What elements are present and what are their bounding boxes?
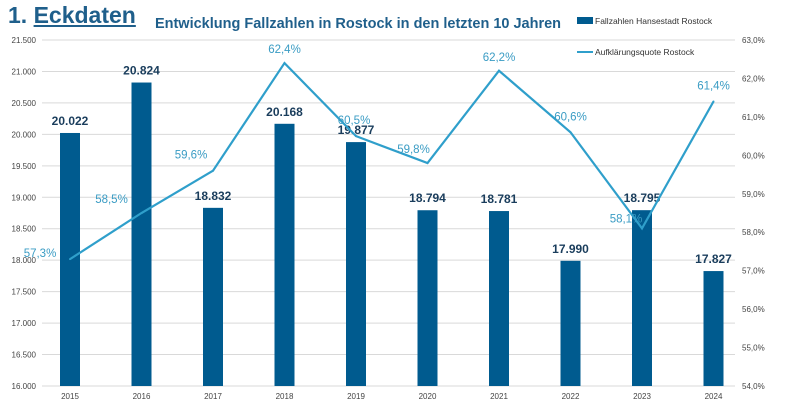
line-point [355, 135, 357, 138]
x-tick: 2020 [419, 392, 437, 400]
line-point [426, 162, 429, 165]
x-tick: 2019 [347, 392, 365, 400]
y-left-tick: 17.000 [12, 319, 37, 328]
legend-bar-label: Fallzahlen Hansestadt Rostock [595, 16, 713, 26]
line-point [641, 227, 643, 230]
bar-label: 20.168 [266, 105, 303, 119]
x-tick: 2023 [633, 392, 651, 400]
x-tick: 2022 [562, 392, 580, 400]
y-left-tick: 19.500 [12, 162, 37, 171]
y-left-tick: 20.000 [12, 130, 37, 139]
line-point [712, 100, 715, 103]
page-heading: 1. Eckdaten [8, 2, 136, 29]
line-label: 62,2% [483, 52, 516, 64]
y-left-tick: 17.500 [12, 288, 37, 297]
line-point [283, 62, 286, 65]
line-label: 62,4% [268, 44, 301, 56]
bar-label: 20.824 [123, 64, 160, 78]
bar-label: 18.794 [409, 191, 446, 205]
x-tick: 2016 [133, 392, 151, 400]
heading-number: 1. [8, 2, 28, 28]
line-label: 58,1% [610, 213, 643, 225]
y-right-tick: 62,0% [742, 74, 765, 83]
heading-title: Eckdaten [33, 2, 136, 28]
y-left-tick: 20.500 [12, 99, 37, 108]
x-tick: 2024 [705, 392, 723, 400]
y-right-tick: 61,0% [742, 113, 765, 122]
y-right-tick: 57,0% [742, 267, 765, 276]
bar-label: 18.832 [195, 189, 232, 203]
bar [703, 271, 724, 386]
y-left-tick: 19.000 [12, 193, 37, 202]
line-point [212, 169, 214, 172]
bar [346, 142, 366, 386]
line-label: 58,5% [95, 194, 128, 206]
line-label: 60,6% [554, 111, 587, 123]
bar [131, 82, 152, 386]
y-left-tick: 21.500 [12, 36, 37, 45]
x-tick: 2017 [204, 392, 222, 400]
y-right-tick: 59,0% [742, 190, 765, 199]
legend-line-label: Aufklärungsquote Rostock [595, 47, 695, 57]
y-right-tick: 63,0% [742, 36, 765, 45]
bar-label: 18.795 [624, 191, 661, 205]
line-label: 59,8% [397, 144, 430, 156]
bar [203, 207, 223, 386]
bar-label: 20.022 [52, 114, 89, 128]
line-label: 60,5% [338, 115, 371, 127]
bar [274, 123, 295, 386]
line-point [569, 131, 572, 134]
y-left-tick: 16.500 [12, 351, 37, 360]
y-right-tick: 55,0% [742, 344, 765, 353]
x-tick: 2015 [61, 392, 79, 400]
bar-label: 17.827 [695, 252, 732, 266]
legend-bar-swatch [577, 17, 593, 24]
bar [489, 211, 509, 386]
line-point [140, 212, 143, 214]
bar-label: 17.990 [552, 242, 589, 256]
bar [560, 260, 581, 386]
y-left-tick: 16.000 [12, 382, 37, 391]
y-right-tick: 58,0% [742, 228, 765, 237]
line-label: 57,3% [24, 248, 57, 260]
bar [417, 210, 438, 386]
series-line [69, 61, 715, 261]
chart-title: Entwicklung Fallzahlen in Rostock in den… [155, 16, 561, 32]
line-label: 59,6% [175, 150, 208, 162]
y-left-tick: 18.000 [12, 256, 37, 265]
x-tick: 2018 [276, 392, 294, 400]
y-right-tick: 56,0% [742, 305, 765, 314]
y-right-tick: 54,0% [742, 382, 765, 391]
y-left-tick: 18.500 [12, 225, 37, 234]
bar [632, 210, 652, 386]
line-point [69, 258, 71, 261]
x-tick: 2021 [490, 392, 508, 400]
y-left-tick: 21.000 [12, 67, 37, 76]
line-label: 61,4% [697, 81, 730, 93]
y-right-tick: 60,0% [742, 151, 765, 160]
bar-label: 18.781 [481, 192, 518, 206]
line-point [498, 69, 500, 72]
